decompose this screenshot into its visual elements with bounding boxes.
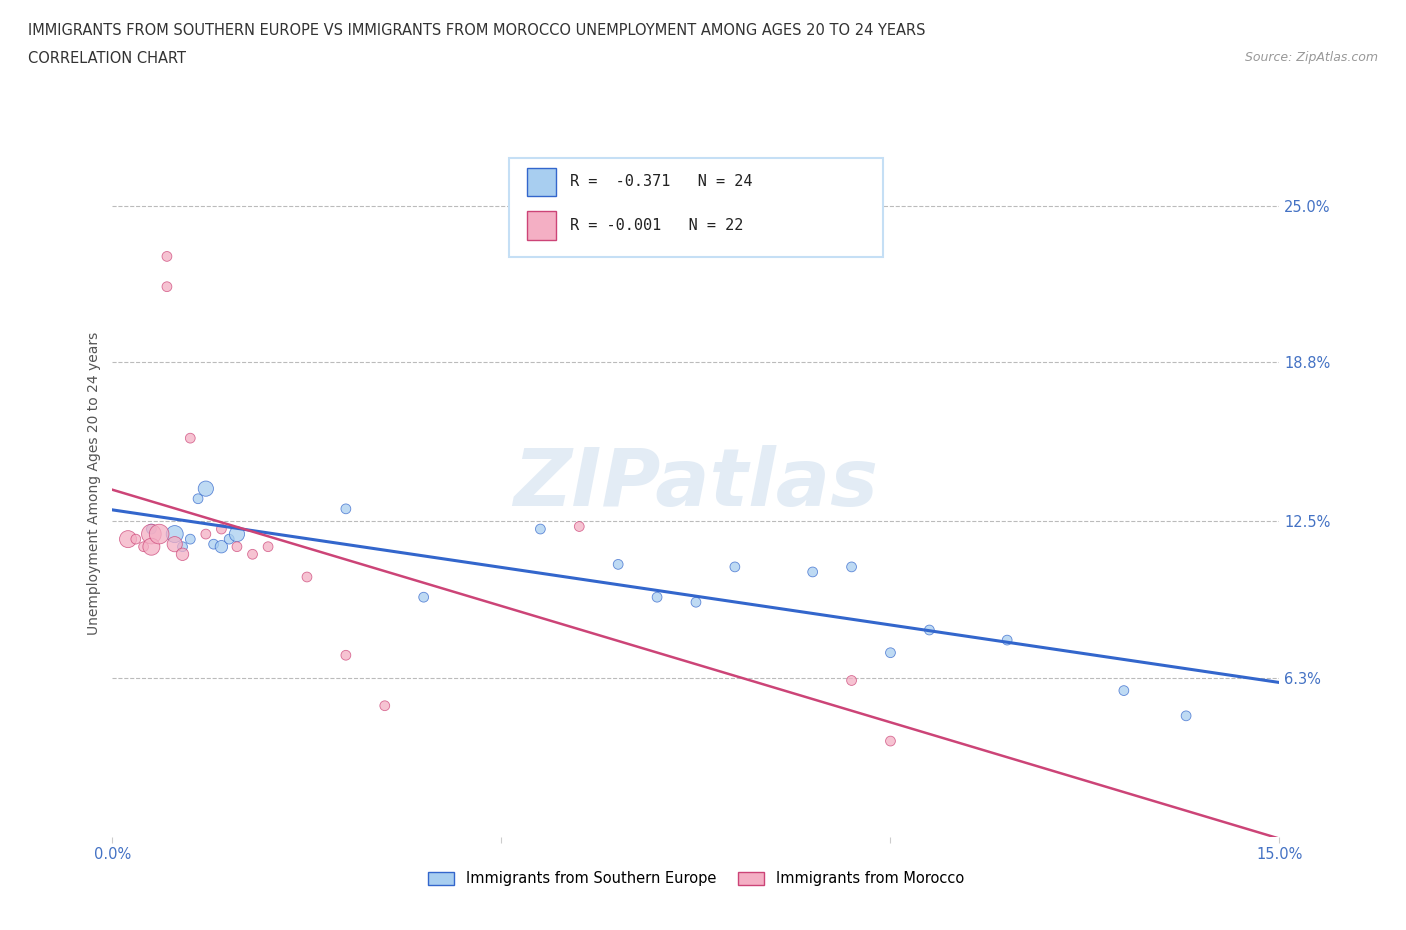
Y-axis label: Unemployment Among Ages 20 to 24 years: Unemployment Among Ages 20 to 24 years [87, 332, 101, 635]
Point [724, 560, 747, 575]
Point [209, 522, 232, 537]
Point [148, 526, 170, 541]
Text: CORRELATION CHART: CORRELATION CHART [28, 51, 186, 66]
Point [132, 539, 155, 554]
Point [187, 491, 209, 506]
Point [163, 526, 186, 541]
Point [257, 539, 280, 554]
Point [607, 557, 630, 572]
Point [172, 547, 194, 562]
Point [202, 537, 225, 551]
Point [645, 590, 668, 604]
FancyBboxPatch shape [527, 167, 555, 196]
Point [125, 532, 148, 547]
Point [141, 522, 163, 537]
Point [374, 698, 396, 713]
FancyBboxPatch shape [527, 211, 555, 240]
Point [156, 279, 179, 294]
Point [568, 519, 591, 534]
Point [179, 431, 201, 445]
FancyBboxPatch shape [509, 158, 883, 258]
Point [218, 532, 240, 547]
Point [172, 539, 194, 554]
Text: Source: ZipAtlas.com: Source: ZipAtlas.com [1244, 51, 1378, 64]
Point [335, 501, 357, 516]
Text: R =  -0.371   N = 24: R = -0.371 N = 24 [569, 175, 752, 190]
Point [685, 595, 707, 610]
Point [163, 537, 186, 551]
Point [801, 565, 824, 579]
Point [1175, 709, 1198, 724]
Text: ZIPatlas: ZIPatlas [513, 445, 879, 523]
Text: IMMIGRANTS FROM SOUTHERN EUROPE VS IMMIGRANTS FROM MOROCCO UNEMPLOYMENT AMONG AG: IMMIGRANTS FROM SOUTHERN EUROPE VS IMMIG… [28, 23, 925, 38]
Point [141, 526, 163, 541]
Point [529, 522, 551, 537]
Point [179, 532, 201, 547]
Point [194, 526, 217, 541]
Point [1112, 684, 1135, 698]
Point [226, 539, 249, 554]
Point [879, 645, 901, 660]
Point [879, 734, 901, 749]
Point [117, 532, 139, 547]
Point [295, 569, 318, 584]
Point [995, 632, 1018, 647]
Point [226, 526, 249, 541]
Point [209, 539, 232, 554]
Point [242, 547, 264, 562]
Point [335, 648, 357, 663]
Point [412, 590, 434, 604]
Legend: Immigrants from Southern Europe, Immigrants from Morocco: Immigrants from Southern Europe, Immigra… [420, 864, 972, 894]
Point [156, 249, 179, 264]
Text: R = -0.001   N = 22: R = -0.001 N = 22 [569, 218, 744, 233]
Point [194, 481, 217, 496]
Point [918, 622, 941, 637]
Point [841, 673, 863, 688]
Point [141, 539, 163, 554]
Point [841, 560, 863, 575]
